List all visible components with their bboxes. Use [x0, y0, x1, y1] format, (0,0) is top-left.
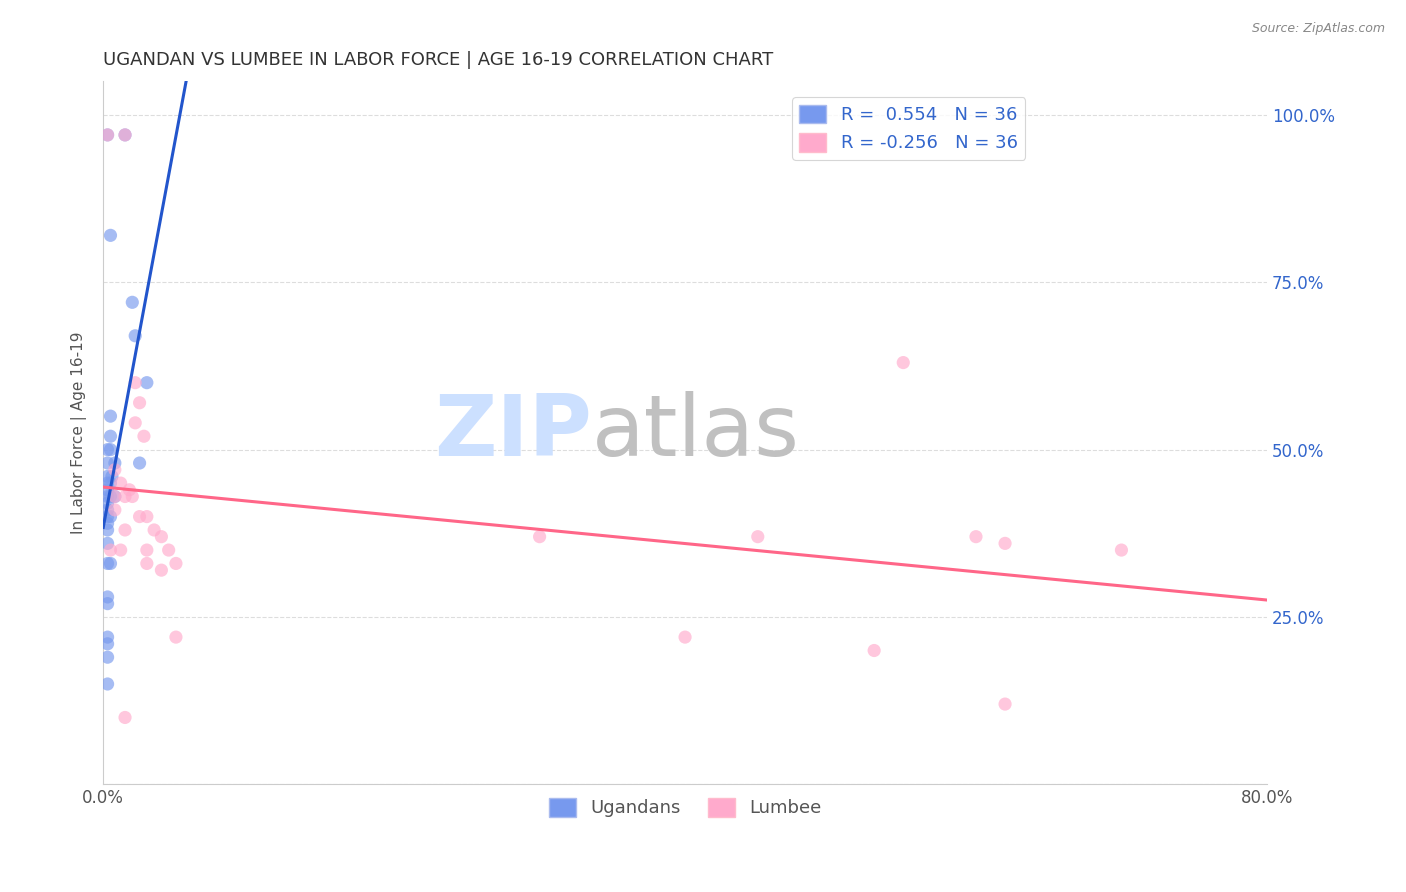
Point [994, 536, 1017, 550]
Point [114, 490, 136, 504]
Point [104, 456, 127, 470]
Legend: Ugandans, Lumbee: Ugandans, Lumbee [541, 791, 828, 824]
Point [128, 456, 150, 470]
Point [104, 490, 127, 504]
Point [101, 469, 124, 483]
Point [165, 557, 187, 571]
Point [121, 490, 143, 504]
Text: ZIP: ZIP [434, 392, 592, 475]
Point [100, 557, 122, 571]
Point [97, 557, 120, 571]
Point [124, 416, 146, 430]
Point [143, 523, 166, 537]
Point [124, 328, 146, 343]
Point [891, 355, 914, 369]
Text: atlas: atlas [592, 392, 800, 475]
Point [135, 557, 157, 571]
Point [1111, 543, 1133, 558]
Point [97, 630, 120, 644]
Point [97, 509, 120, 524]
Point [100, 409, 122, 424]
Point [150, 563, 173, 577]
Point [994, 697, 1017, 711]
Point [104, 490, 127, 504]
Point [97, 483, 120, 497]
Point [104, 503, 127, 517]
Point [165, 630, 187, 644]
Point [97, 637, 120, 651]
Point [673, 630, 696, 644]
Point [863, 643, 886, 657]
Point [124, 376, 146, 390]
Point [135, 376, 157, 390]
Point [132, 429, 155, 443]
Point [97, 536, 120, 550]
Point [97, 503, 120, 517]
Point [100, 509, 122, 524]
Point [104, 463, 127, 477]
Point [97, 590, 120, 604]
Point [97, 650, 120, 665]
Point [97, 516, 120, 531]
Point [128, 509, 150, 524]
Point [121, 295, 143, 310]
Point [135, 509, 157, 524]
Text: UGANDAN VS LUMBEE IN LABOR FORCE | AGE 16-19 CORRELATION CHART: UGANDAN VS LUMBEE IN LABOR FORCE | AGE 1… [103, 51, 773, 69]
Point [97, 677, 120, 691]
Point [97, 496, 120, 510]
Point [97, 476, 120, 491]
Point [100, 429, 122, 443]
Point [118, 483, 141, 497]
Point [100, 442, 122, 457]
Point [128, 396, 150, 410]
Point [135, 543, 157, 558]
Point [747, 530, 769, 544]
Point [97, 442, 120, 457]
Point [100, 476, 122, 491]
Y-axis label: In Labor Force | Age 16-19: In Labor Force | Age 16-19 [72, 332, 87, 534]
Point [110, 476, 132, 491]
Point [97, 523, 120, 537]
Point [114, 523, 136, 537]
Point [110, 543, 132, 558]
Point [114, 128, 136, 142]
Point [529, 530, 551, 544]
Point [97, 490, 120, 504]
Point [97, 128, 120, 142]
Point [97, 456, 120, 470]
Point [157, 543, 180, 558]
Point [150, 530, 173, 544]
Point [97, 597, 120, 611]
Point [100, 228, 122, 243]
Point [97, 128, 120, 142]
Text: Source: ZipAtlas.com: Source: ZipAtlas.com [1251, 22, 1385, 36]
Point [965, 530, 987, 544]
Point [97, 469, 120, 483]
Point [100, 543, 122, 558]
Point [100, 490, 122, 504]
Point [114, 128, 136, 142]
Point [114, 710, 136, 724]
